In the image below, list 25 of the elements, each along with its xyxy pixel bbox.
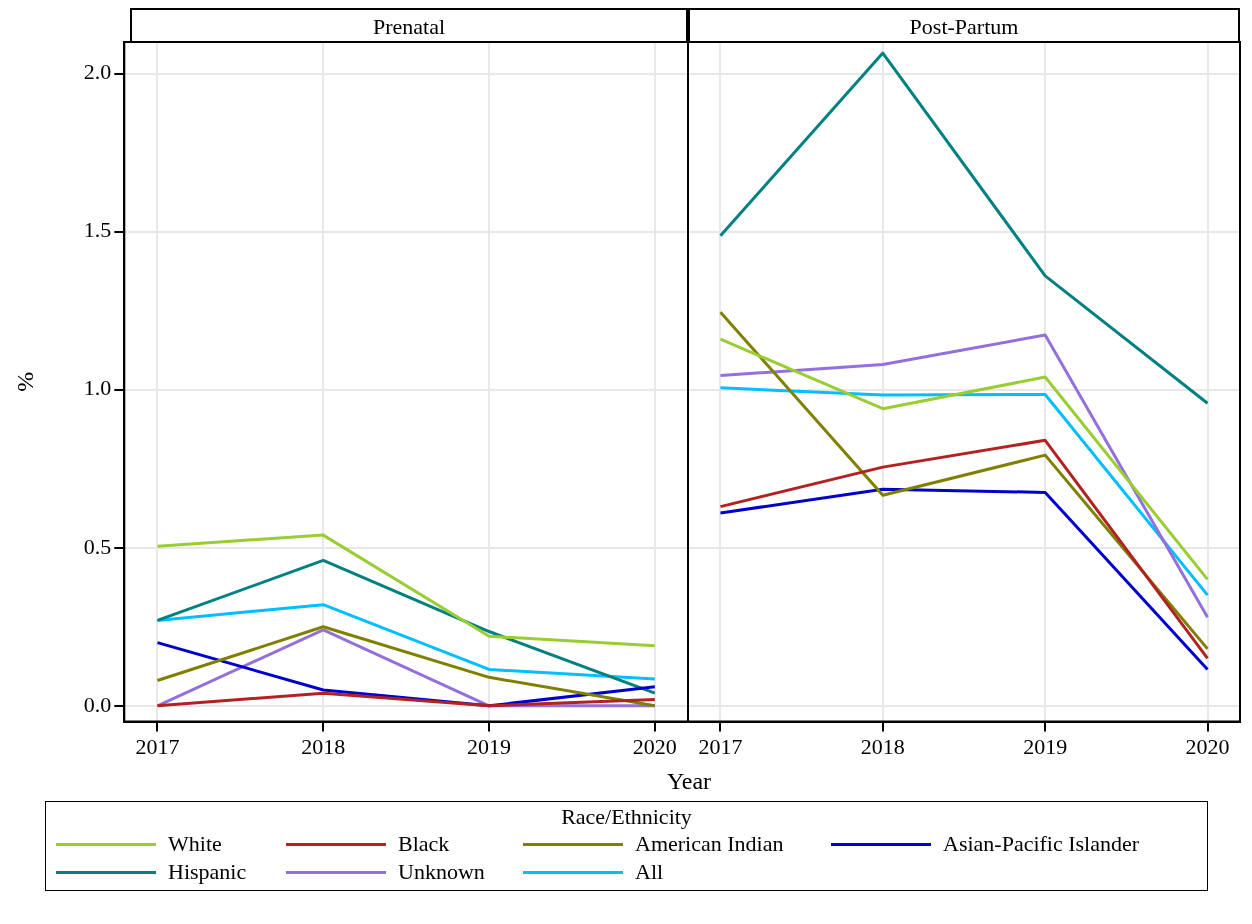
legend-label: American Indian xyxy=(635,831,784,857)
x-axis-title: Year xyxy=(665,768,713,795)
chart-title: Prenatal xyxy=(130,8,688,42)
legend-label: Black xyxy=(398,831,450,857)
x-tick-label: 2018 xyxy=(301,733,346,759)
y-tick-label: 0.5 xyxy=(83,533,112,559)
legend-label: Unknown xyxy=(398,859,485,885)
x-tick-label: 2019 xyxy=(467,733,512,759)
legend-label: Hispanic xyxy=(168,859,247,885)
legend-label: Asian-Pacific Islander xyxy=(943,831,1140,857)
x-tick-label: 2018 xyxy=(860,733,905,759)
legend-title: Race/Ethnicity xyxy=(560,804,693,830)
x-tick-label: 2019 xyxy=(1023,733,1068,759)
x-tick-label: 2017 xyxy=(135,733,180,759)
y-tick-label: 1.5 xyxy=(83,217,112,243)
x-tick-label: 2020 xyxy=(632,733,677,759)
y-tick-label: 0.0 xyxy=(83,691,112,717)
y-axis-title: % xyxy=(11,371,38,392)
legend-label: White xyxy=(168,831,222,857)
y-tick-label: 2.0 xyxy=(83,59,112,85)
x-tick-label: 2017 xyxy=(698,733,743,759)
legend-label: All xyxy=(635,859,664,885)
chart-title: Post-Partum xyxy=(688,8,1240,42)
y-tick-label: 1.0 xyxy=(83,375,112,401)
x-tick-label: 2020 xyxy=(1185,733,1230,759)
